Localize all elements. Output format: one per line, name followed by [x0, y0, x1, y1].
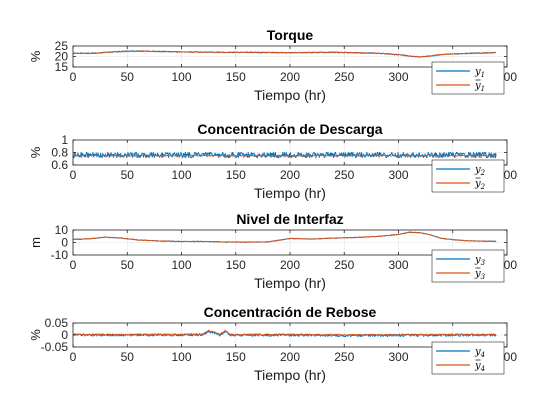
x-tick-label: 50: [121, 70, 135, 84]
y-tick-label: -0.05: [41, 340, 69, 354]
y-axis-label: %: [28, 329, 43, 341]
x-tick-label: 200: [280, 168, 300, 182]
chart-title: Nivel de Interfaz: [236, 211, 343, 227]
y-tick-label: 1: [61, 133, 68, 147]
x-tick-label: 200: [280, 70, 300, 84]
x-tick-label: 250: [334, 258, 354, 272]
legend-entry-label: y2: [474, 165, 486, 178]
x-tick-label: 100: [171, 70, 191, 84]
x-tick-label: 0: [70, 168, 77, 182]
x-tick-label: 100: [171, 350, 191, 364]
y-tick-label: 0.6: [51, 158, 68, 172]
legend-box: [431, 61, 505, 95]
x-tick-label: 250: [334, 70, 354, 84]
series-line-y2: [72, 151, 497, 159]
x-tick-label: 150: [226, 168, 246, 182]
legend-box: [431, 159, 505, 193]
y-tick-label: 10: [55, 223, 69, 237]
x-tick-label: 150: [226, 350, 246, 364]
x-axis-label: Tiempo (hr): [254, 87, 326, 103]
x-tick-label: 300: [388, 70, 408, 84]
x-tick-label: 0: [70, 350, 77, 364]
legend-entry-label: y1: [474, 67, 485, 80]
legend-entry-label: y4: [474, 361, 485, 374]
y-tick-label: 15: [55, 60, 69, 74]
x-tick-label: 250: [334, 168, 354, 182]
x-tick-label: 50: [121, 168, 135, 182]
series-line-y4-hat: [72, 329, 497, 336]
series-line-y2-hat: [72, 154, 497, 157]
chart-panel-2: 0501001502002503003504000.60.81Concentra…: [28, 121, 517, 201]
x-tick-label: 200: [280, 350, 300, 364]
y-tick-label: 20: [55, 50, 69, 64]
x-tick-label: 150: [226, 70, 246, 84]
y-axis-label: m: [28, 237, 43, 248]
y-axis-label: %: [28, 50, 43, 62]
legend-entry-label: y4: [474, 347, 485, 360]
chart-title: Concentración de Rebose: [204, 304, 377, 320]
x-tick-label: 150: [226, 258, 246, 272]
x-axis-label: Tiempo (hr): [254, 185, 326, 201]
x-tick-label: 200: [280, 258, 300, 272]
legend-entry-label: y3: [474, 269, 486, 282]
y-tick-label: -10: [51, 248, 69, 262]
series-line-y3-hat: [72, 231, 497, 243]
x-tick-label: 300: [388, 168, 408, 182]
legend-entry-label: y2: [474, 179, 486, 192]
legend-box: [431, 341, 505, 375]
y-tick-label: 0.8: [51, 146, 68, 160]
y-tick-label: 0: [61, 328, 68, 342]
x-tick-label: 250: [334, 350, 354, 364]
legend-box: [431, 249, 505, 283]
x-axis-label: Tiempo (hr): [254, 367, 326, 383]
legend-entry-label: y3: [474, 255, 486, 268]
chart-panel-4: 050100150200250300350400-0.0500.05Concen…: [28, 304, 517, 383]
x-tick-label: 100: [171, 258, 191, 272]
y-tick-label: 0: [61, 236, 68, 250]
series-line-y1-hat: [72, 50, 497, 58]
y-axis-label: %: [28, 146, 43, 158]
legend-entry-label: y1: [474, 81, 485, 94]
chart-title: Torque: [267, 27, 314, 43]
x-tick-label: 100: [171, 168, 191, 182]
x-tick-label: 300: [388, 350, 408, 364]
x-tick-label: 50: [121, 258, 135, 272]
x-tick-label: 300: [388, 258, 408, 272]
x-tick-label: 0: [70, 258, 77, 272]
chart-title: Concentración de Descarga: [197, 121, 382, 137]
y-tick-label: 25: [55, 39, 69, 53]
x-axis-label: Tiempo (hr): [254, 275, 326, 291]
x-tick-label: 50: [121, 350, 135, 364]
x-tick-label: 0: [70, 70, 77, 84]
chart-panel-1: 050100150200250300350400152025TorqueTiem…: [28, 27, 517, 103]
y-tick-label: 0.05: [45, 316, 69, 330]
